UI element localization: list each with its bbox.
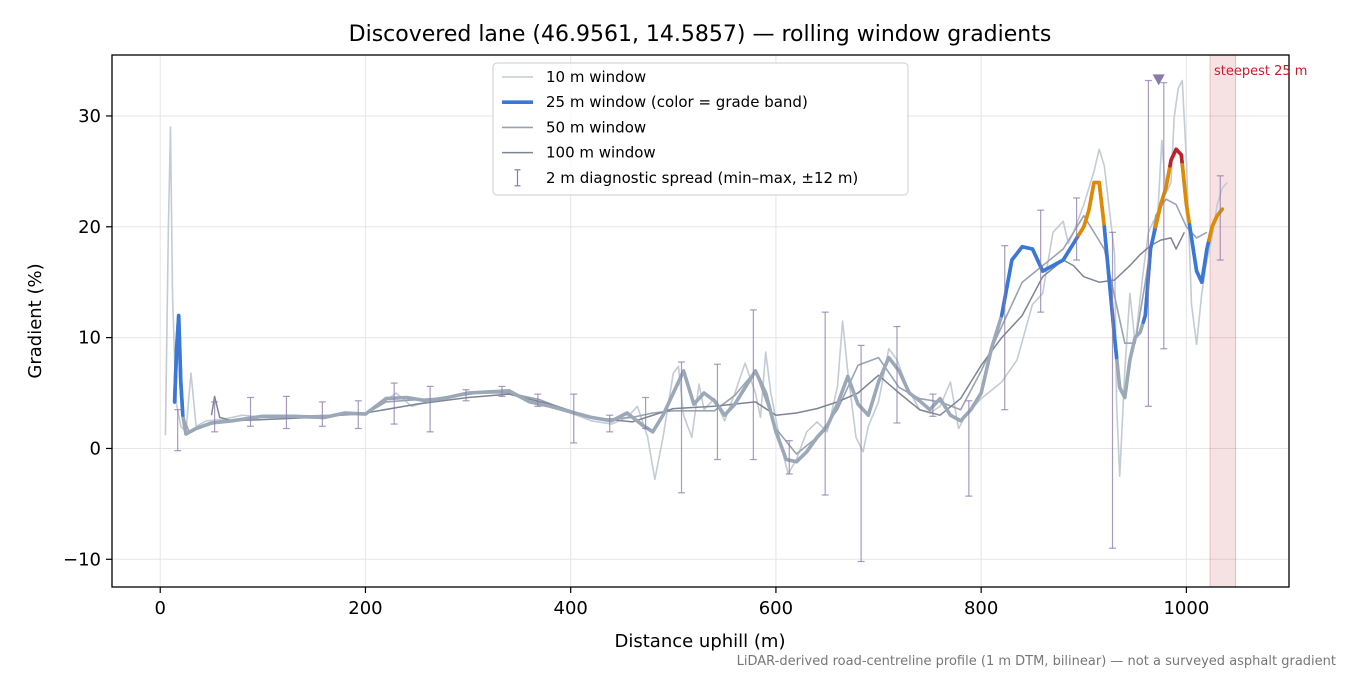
plot-frame [111,54,1290,588]
errorbar [606,414,614,433]
footnote: LiDAR-derived road-centreline profile (1… [737,654,1336,669]
grade-band-segment-low [999,233,1081,318]
axis-ticks: 0 200 400 600 800 1000 −10 0 10 20 30 [63,106,1209,619]
y-axis-title: Gradient (%) [25,263,46,378]
x-tick-label: 1000 [1163,598,1209,619]
legend-label: 25 m window (color = grade band) [546,93,808,111]
errorbar [390,382,398,425]
errorbar [893,325,901,424]
errorbar [1001,245,1009,411]
x-axis-title: Distance uphill (m) [615,631,786,652]
legend-label: 100 m window [546,144,656,162]
errorbar [174,409,182,452]
grade-band-segment-high [1168,147,1185,168]
errorbar [318,401,326,427]
legend-label: 50 m window [546,118,646,136]
errorbar [211,401,219,433]
errorbar [642,396,650,430]
y-tick-label: 0 [90,438,101,459]
errorbar [247,396,255,427]
legend: 10 m window 25 m window (color = grade ba… [492,62,909,196]
errorbar [354,400,362,430]
errorbar [426,385,434,433]
errorbar [282,395,290,430]
errorbar-layer [174,74,1224,563]
x-tick-label: 200 [348,598,382,619]
chart-title: Discovered lane (46.9561, 14.5857) — rol… [349,22,1052,47]
grade-band-segment-low [172,313,185,417]
errorbar [965,400,973,497]
errorbar [534,393,542,407]
errorbar [785,440,793,475]
steepest-annotation-label: steepest 25 m [1214,64,1307,79]
errorbar [1160,82,1168,350]
legend-label: 10 m window [546,68,646,86]
grade-band-segment-low [1187,222,1211,284]
errorbar [1109,231,1117,549]
errorbar [1216,175,1224,261]
legend-box [492,62,909,196]
y-tick-label: 30 [78,106,101,127]
errorbar [1073,197,1081,261]
grade-band-segment-mid [1076,180,1107,237]
series-layer [164,79,1228,481]
errorbar [857,344,865,563]
errorbar [570,393,578,444]
steepest-band [1209,54,1237,588]
errorbar [678,361,686,494]
series-line-100m [210,231,1185,423]
y-tick-label: 20 [78,217,101,238]
errorbar [462,389,470,402]
errorbar [1144,79,1152,407]
x-tick-label: 0 [155,598,166,619]
errorbar [929,393,937,417]
errorbar [749,309,757,461]
legend-label: 2 m diagnostic spread (min–max, ±12 m) [546,169,858,187]
x-tick-label: 800 [964,598,998,619]
errorbar [498,385,506,397]
errorbar [713,363,721,461]
y-tick-label: 10 [78,328,101,349]
steepest-band-layer [1209,54,1237,588]
x-tick-label: 400 [554,598,588,619]
errorbar [821,311,829,496]
errorbar [1037,209,1045,313]
grade-band-segment-mid [1180,162,1192,227]
y-tick-label: −10 [63,549,101,570]
peak-marker [1152,74,1165,86]
x-tick-label: 600 [759,598,793,619]
